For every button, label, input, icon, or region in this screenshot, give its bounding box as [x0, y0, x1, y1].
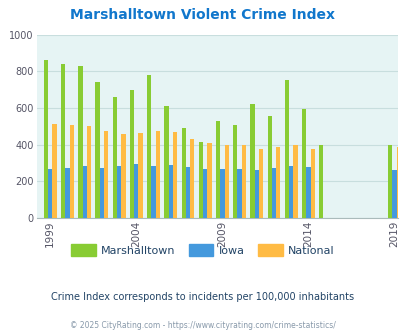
Bar: [104, 131, 108, 218]
Bar: [95, 82, 100, 218]
Bar: [391, 170, 396, 218]
Bar: [288, 166, 293, 218]
Bar: [396, 147, 400, 218]
Bar: [275, 147, 280, 218]
Bar: [164, 106, 168, 218]
Bar: [224, 146, 228, 218]
Bar: [138, 133, 143, 218]
Bar: [258, 149, 262, 218]
Bar: [70, 125, 74, 218]
Bar: [117, 166, 121, 218]
Bar: [220, 169, 224, 218]
Bar: [82, 166, 87, 218]
Text: Marshalltown Violent Crime Index: Marshalltown Violent Crime Index: [70, 8, 335, 22]
Bar: [147, 75, 151, 218]
Bar: [130, 89, 134, 218]
Legend: Marshalltown, Iowa, National: Marshalltown, Iowa, National: [66, 240, 339, 260]
Bar: [232, 125, 237, 218]
Bar: [250, 104, 254, 218]
Bar: [155, 131, 160, 218]
Bar: [190, 139, 194, 218]
Bar: [181, 128, 185, 218]
Bar: [241, 146, 245, 218]
Bar: [237, 169, 241, 218]
Bar: [215, 121, 220, 218]
Text: Crime Index corresponds to incidents per 100,000 inhabitants: Crime Index corresponds to incidents per…: [51, 292, 354, 302]
Bar: [48, 169, 52, 218]
Bar: [387, 146, 391, 218]
Bar: [254, 170, 258, 218]
Bar: [284, 81, 288, 218]
Bar: [267, 116, 271, 218]
Bar: [52, 124, 57, 218]
Bar: [173, 132, 177, 218]
Bar: [310, 149, 314, 218]
Bar: [207, 143, 211, 218]
Bar: [198, 142, 202, 218]
Bar: [87, 126, 91, 218]
Bar: [44, 60, 48, 218]
Bar: [318, 146, 323, 218]
Bar: [134, 164, 138, 218]
Bar: [293, 146, 297, 218]
Bar: [113, 97, 117, 218]
Bar: [151, 166, 155, 218]
Bar: [100, 168, 104, 218]
Bar: [121, 134, 125, 218]
Bar: [305, 167, 310, 218]
Bar: [61, 64, 65, 218]
Bar: [301, 109, 305, 218]
Bar: [168, 165, 173, 218]
Bar: [185, 167, 190, 218]
Bar: [271, 168, 275, 218]
Text: © 2025 CityRating.com - https://www.cityrating.com/crime-statistics/: © 2025 CityRating.com - https://www.city…: [70, 321, 335, 330]
Bar: [78, 66, 82, 218]
Bar: [202, 169, 207, 218]
Bar: [65, 168, 70, 218]
